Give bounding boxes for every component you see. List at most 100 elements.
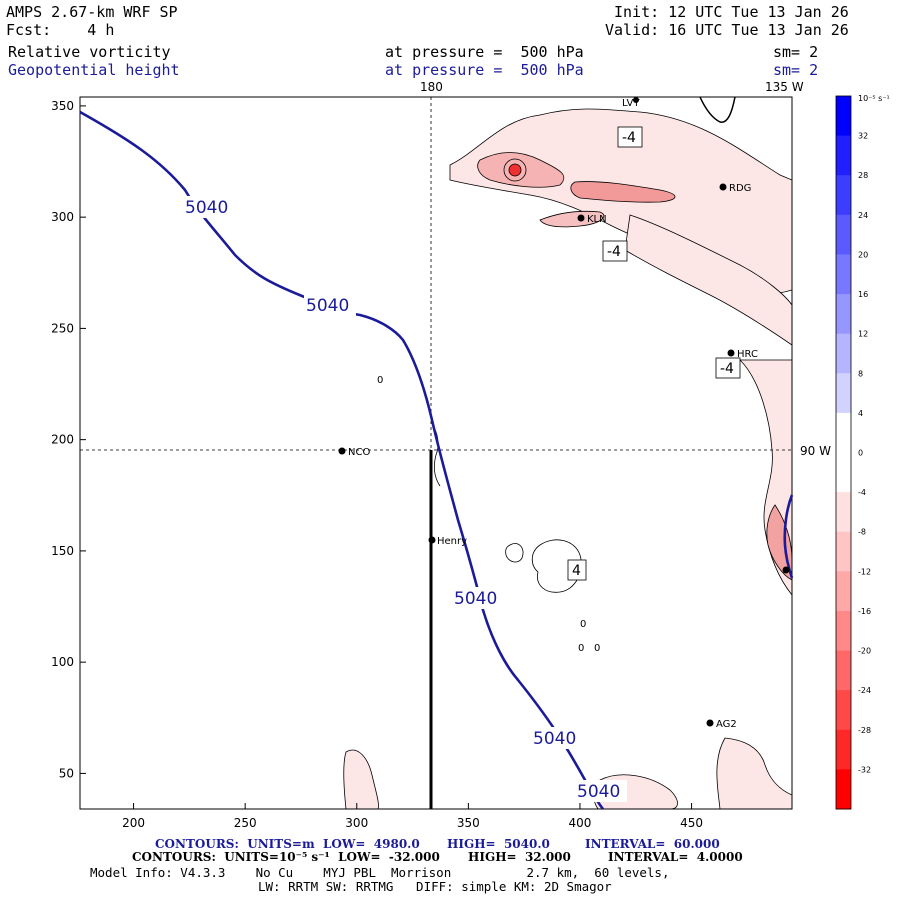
coastline-north <box>699 97 736 123</box>
field2-level: at pressure = 500 hPa <box>385 61 584 79</box>
model-title: AMPS 2.67-km WRF SP <box>6 3 178 21</box>
y-tick-label-200: 200 <box>51 433 74 447</box>
colorbar-tick-8: 0 <box>858 449 863 458</box>
colorbar-tick-14: -24 <box>858 686 871 695</box>
colorbar-segment-9 <box>836 452 851 493</box>
field2-name: Geopotential height <box>8 61 180 79</box>
height-contour-5040 <box>79 110 605 810</box>
colorbar-segment-8 <box>836 412 851 453</box>
x-tick-label-200: 200 <box>122 816 145 830</box>
colorbar: 32 28 24 20 16 12 8 4 0 -4 -8 -12 -16 -20 -24 -28 -32 <box>835 95 871 810</box>
station-dot-kln <box>577 214 585 222</box>
y-tick-label-300: 300 <box>51 210 74 224</box>
vorticity-positive-contour-small <box>505 543 524 563</box>
field1-smoothing: sm= 2 <box>773 43 819 61</box>
colorbar-segment-17 <box>836 769 851 810</box>
y-tick-label-100: 100 <box>51 655 74 669</box>
x-tick-label-400: 400 <box>569 816 592 830</box>
y-tick-label-50: 50 <box>59 766 74 780</box>
colorbar-segment-0 <box>836 96 851 137</box>
station-dot-ag2 <box>706 719 714 727</box>
colorbar-segment-2 <box>836 175 851 216</box>
station-dot-hrc <box>727 349 735 357</box>
footer-height-high: HIGH= 5040.0 <box>447 837 550 851</box>
colorbar-tick-0: 32 <box>858 132 868 141</box>
colorbar-segment-12 <box>836 571 851 612</box>
colorbar-tick-11: -12 <box>858 567 871 576</box>
colorbar-segment-1 <box>836 135 851 176</box>
colorbar-tick-6: 8 <box>858 369 863 378</box>
footer-physics-info: LW: RRTM SW: RRTMG DIFF: simple KM: 2D S… <box>258 879 612 894</box>
vorticity-shading <box>343 97 792 809</box>
zero-label-2: 0 <box>578 643 584 654</box>
vort-label-4: 4 <box>572 563 581 579</box>
vorticity-region-southeast <box>716 737 792 809</box>
station-dot-rdg <box>719 183 727 191</box>
meridian-label-180: 180 <box>420 80 443 94</box>
zero-label-4: 0 <box>580 619 586 630</box>
zero-label-3: 0 <box>594 643 600 654</box>
station-label-nco: NCO <box>348 447 370 458</box>
colorbar-unit: 10⁻⁵ s⁻¹ <box>858 94 890 103</box>
x-tick-label-250: 250 <box>234 816 257 830</box>
vort-label-2: -4 <box>607 244 621 260</box>
forecast-hour: Fcst: 4 h <box>6 21 115 39</box>
vorticity-max-center <box>508 163 522 177</box>
colorbar-tick-4: 16 <box>858 290 868 299</box>
colorbar-tick-1: 28 <box>858 171 868 180</box>
zero-label-1: 0 <box>377 375 383 386</box>
footer-model-info: Model Info: V4.3.3 No Cu MYJ PBL Morriso… <box>90 865 670 880</box>
vorticity-positive-contour <box>531 539 582 593</box>
y-tick-label-150: 150 <box>51 544 74 558</box>
colorbar-tick-15: -28 <box>858 726 871 735</box>
colorbar-segment-13 <box>836 610 851 652</box>
colorbar-tick-7: 4 <box>858 409 863 418</box>
station-dot-lvt <box>633 97 639 103</box>
station-dot-nco <box>338 447 346 455</box>
parallel-label-90w: 90 W <box>800 444 831 458</box>
station-label-lvt: LVT <box>622 98 640 109</box>
field1-level: at pressure = 500 hPa <box>385 43 584 61</box>
colorbar-segment-10 <box>836 492 851 533</box>
y-tick-label-350: 350 <box>51 99 74 113</box>
valid-time: Valid: 16 UTC Tue 13 Jan 26 <box>605 21 849 39</box>
colorbar-segment-11 <box>836 531 851 572</box>
footer-vort-contours: CONTOURS: UNITS=10⁻⁵ s⁻¹ LOW= -32.000 <box>132 850 440 864</box>
colorbar-frame <box>835 95 852 810</box>
colorbar-tick-2: 24 <box>858 211 868 220</box>
x-tick-label-450: 450 <box>680 816 703 830</box>
footer-height-contours: CONTOURS: UNITS=m LOW= 4980.0 <box>155 837 420 851</box>
y-axis: 50 100 150 200 250 300 350 <box>51 99 86 780</box>
station-label-henry: Henry <box>437 536 467 547</box>
station-dot-henry <box>428 536 436 544</box>
x-tick-label-350: 350 <box>457 816 480 830</box>
field1-name: Relative vorticity <box>8 43 171 61</box>
height-label-4: 5040 <box>533 729 576 749</box>
height-contour-east <box>783 494 794 579</box>
colorbar-tick-13: -20 <box>858 647 871 656</box>
colorbar-segment-5 <box>836 294 851 335</box>
colorbar-tick-16: -32 <box>858 765 871 774</box>
footer-height-interval: INTERVAL= 60.000 <box>585 837 720 851</box>
colorbar-tick-9: -4 <box>858 488 866 497</box>
height-label-5: 5040 <box>577 782 620 802</box>
x-axis: 200 250 300 350 400 450 <box>122 803 703 830</box>
colorbar-tick-5: 12 <box>858 330 868 339</box>
colorbar-segment-4 <box>836 254 851 295</box>
vorticity-region-band <box>624 214 792 346</box>
footer-vort-high: HIGH= 32.000 <box>468 850 571 864</box>
colorbar-segment-16 <box>836 729 851 770</box>
colorbar-tick-10: -8 <box>858 528 866 537</box>
station-label-ag2: AG2 <box>716 719 737 730</box>
colorbar-segment-6 <box>836 333 851 374</box>
footer-vort-interval: INTERVAL= 4.0000 <box>608 850 743 864</box>
plot-frame <box>79 96 793 810</box>
vort-label-3: -4 <box>720 361 734 377</box>
colorbar-tick-3: 20 <box>858 250 868 259</box>
vorticity-region-southwest <box>343 749 379 809</box>
station-label-rdg: RDG <box>729 183 751 194</box>
vorticity-band-east <box>570 181 676 203</box>
height-label-3: 5040 <box>454 589 497 609</box>
vorticity-band-kln <box>539 210 605 228</box>
